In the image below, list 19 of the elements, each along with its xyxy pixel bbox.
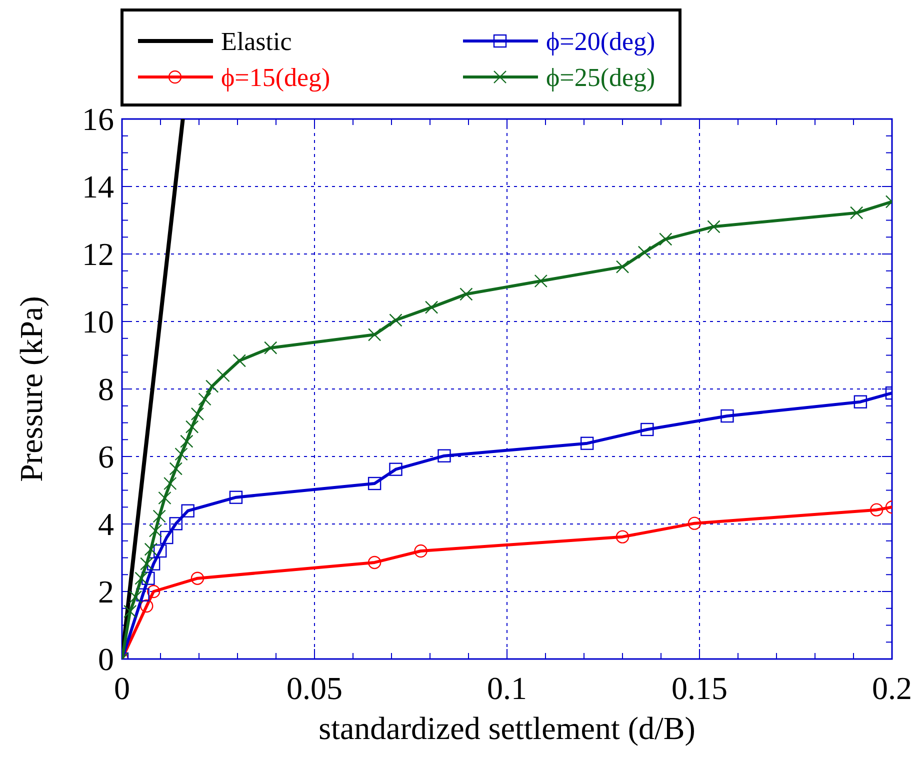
y-tick-label: 14 — [82, 168, 114, 204]
legend-label: Elastic — [221, 27, 292, 56]
legend-label: ϕ=25(deg) — [546, 63, 656, 92]
y-tick-label: 8 — [98, 371, 114, 407]
y-tick-label: 4 — [98, 506, 114, 542]
x-tick-label: 0.15 — [672, 670, 728, 706]
x-tick-label: 0.1 — [487, 670, 527, 706]
y-tick-label: 6 — [98, 438, 114, 474]
legend-label: ϕ=20(deg) — [546, 27, 656, 56]
y-tick-label: 12 — [82, 236, 114, 272]
x-tick-label: 0.2 — [872, 670, 912, 706]
y-tick-label: 2 — [98, 574, 114, 610]
x-tick-label: 0.05 — [286, 670, 342, 706]
x-axis-title: standardized settlement (d/B) — [318, 710, 696, 746]
legend-label: ϕ=15(deg) — [221, 63, 330, 92]
y-axis-title: Pressure (kPa) — [13, 296, 49, 482]
y-tick-label: 16 — [82, 101, 114, 137]
y-tick-label: 10 — [82, 304, 114, 340]
y-tick-label: 0 — [98, 641, 114, 677]
